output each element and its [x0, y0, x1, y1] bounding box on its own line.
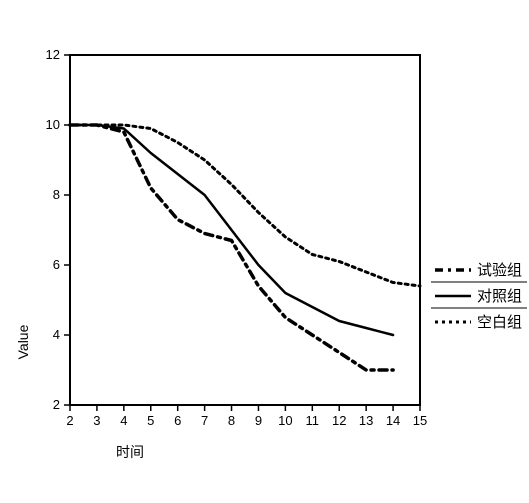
series-line — [70, 125, 420, 286]
x-tick-label: 12 — [332, 413, 346, 428]
y-tick-label: 8 — [53, 187, 60, 202]
x-tick-label: 8 — [228, 413, 235, 428]
x-tick-label: 9 — [255, 413, 262, 428]
x-tick-label: 10 — [278, 413, 292, 428]
y-tick-label: 2 — [53, 397, 60, 412]
x-tick-label: 4 — [120, 413, 127, 428]
y-axis-label: Value — [15, 324, 31, 359]
legend-label: 空白组 — [477, 314, 522, 331]
y-tick-label: 6 — [53, 257, 60, 272]
series-line — [70, 125, 393, 335]
x-tick-label: 3 — [93, 413, 100, 428]
y-tick-label: 10 — [46, 117, 60, 132]
legend-label: 试验组 — [477, 262, 522, 279]
x-tick-label: 13 — [359, 413, 373, 428]
x-tick-label: 5 — [147, 413, 154, 428]
x-tick-label: 6 — [174, 413, 181, 428]
y-tick-label: 4 — [53, 327, 60, 342]
legend-label: 对照组 — [477, 288, 522, 305]
line-chart: 2 3 4 5 6 7 8 9 10 11 12 13 14 15 2 4 6 8 10 12 Value 时间 试验组对照… — [0, 0, 529, 503]
x-tick-label: 2 — [66, 413, 73, 428]
x-tick-label: 7 — [201, 413, 208, 428]
x-tick-label: 14 — [386, 413, 400, 428]
y-tick-label: 12 — [46, 47, 60, 62]
chart-container: 2 3 4 5 6 7 8 9 10 11 12 13 14 15 2 4 6 8 10 12 Value 时间 试验组对照… — [0, 0, 529, 503]
x-tick-label: 11 — [306, 413, 320, 428]
series-line — [70, 125, 393, 370]
x-axis-label: 时间 — [116, 444, 144, 460]
x-tick-label: 15 — [413, 413, 427, 428]
plot-border — [70, 55, 420, 405]
